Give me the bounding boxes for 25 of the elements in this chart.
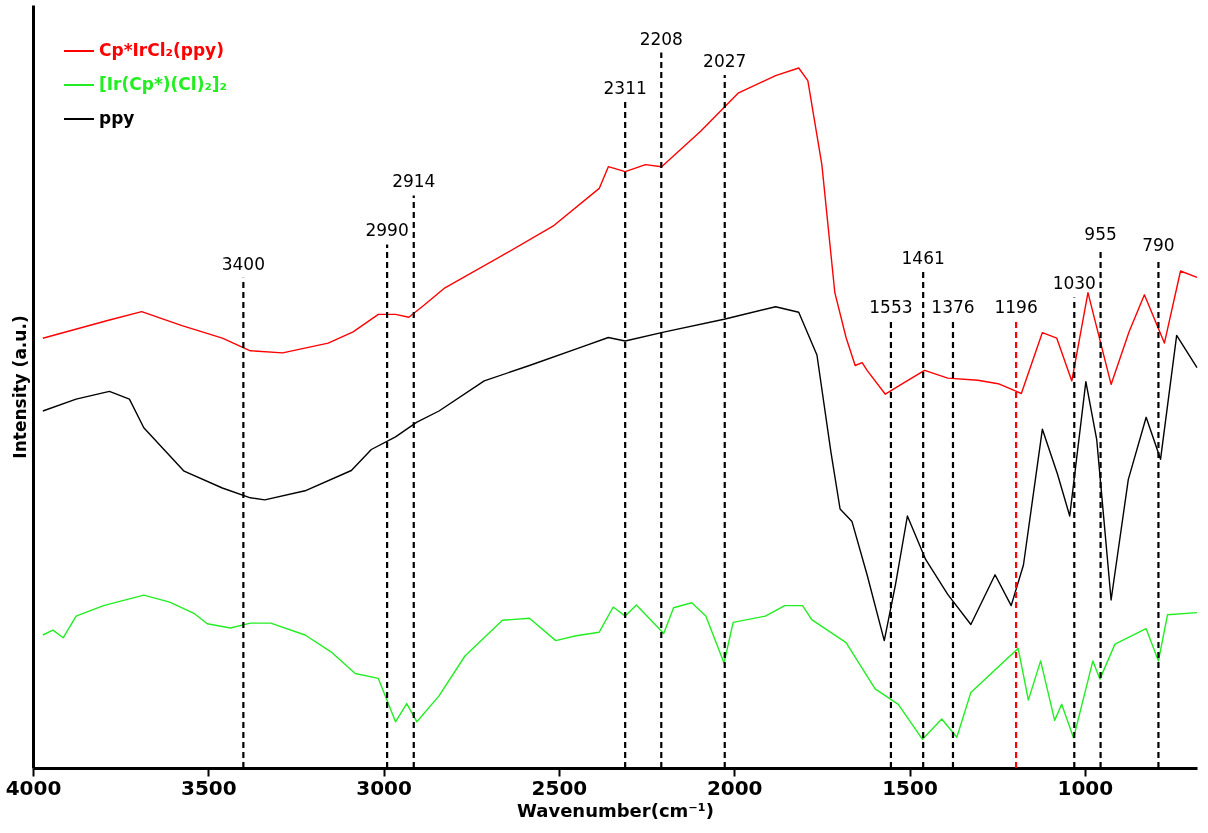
ref-line-label: 955: [1084, 224, 1117, 245]
ref-line-label: 2208: [639, 28, 683, 49]
ref-line-label: 2311: [603, 77, 647, 98]
ref-line-label: 1376: [931, 296, 975, 317]
ref-line-label: 2027: [703, 51, 747, 71]
ref-line-label: 1030: [1052, 273, 1096, 294]
legend-label: Cp*IrCl₂(ppy): [99, 40, 224, 60]
legend-label: [Ir(Cp*)(Cl)₂]₂: [99, 74, 228, 94]
x-tick-label: 3000: [356, 775, 412, 800]
ref-line-label: 2914: [392, 171, 436, 192]
x-tick-label: 2500: [531, 775, 588, 800]
x-tick-label: 1500: [882, 775, 938, 800]
legend-label: ppy: [99, 108, 135, 128]
ref-line-label: 3400: [221, 253, 265, 274]
ref-line-label: 2990: [365, 220, 409, 241]
x-tick-label: 1000: [1057, 775, 1114, 800]
ref-line-label: 1196: [994, 297, 1038, 318]
x-axis-title: Wavenumber(cm⁻¹): [517, 799, 714, 821]
ref-line-label: 1553: [869, 296, 913, 317]
ref-line-label: 790: [1142, 234, 1175, 255]
x-tick-label: 2000: [706, 775, 763, 800]
x-tick-label: 4000: [5, 775, 62, 800]
x-tick-label: 3500: [180, 775, 237, 800]
ref-line-label: 1461: [901, 247, 945, 268]
y-axis-title: Intensity (a.u.): [9, 315, 30, 459]
